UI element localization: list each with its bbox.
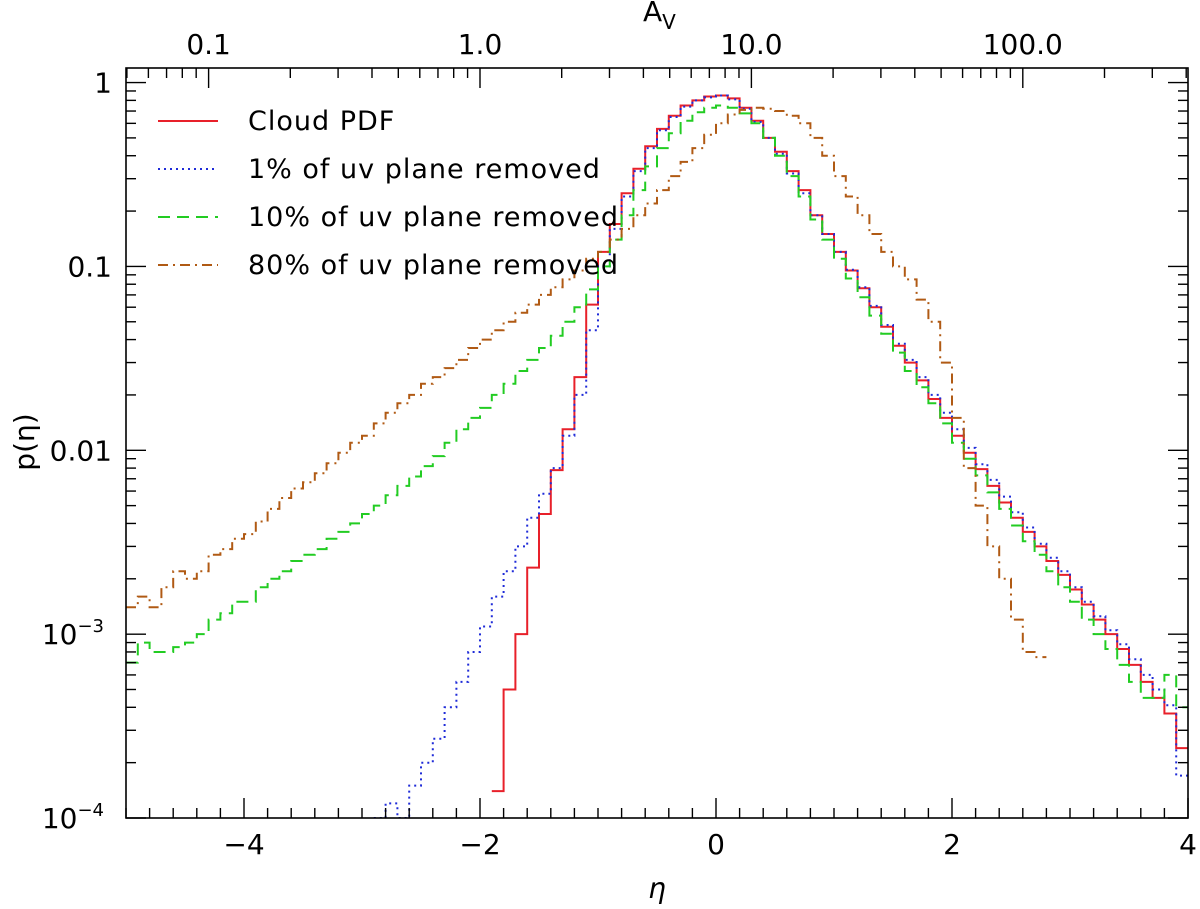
series-line-3 bbox=[126, 104, 1188, 709]
top-tick-label: 10.0 bbox=[720, 28, 782, 61]
x-tick-label: −4 bbox=[223, 828, 264, 861]
y-tick-label-base: 10 bbox=[42, 618, 78, 651]
x-tick-label: 2 bbox=[943, 828, 961, 861]
legend: Cloud PDF 1% of uv plane removed 10% of uv… bbox=[158, 106, 619, 281]
x-axis-title: η bbox=[648, 872, 666, 905]
y-tick-label: 10−4 bbox=[42, 800, 104, 835]
y-tick-label-exponent: −4 bbox=[77, 800, 104, 821]
y-tick-label-exponent: −3 bbox=[77, 616, 104, 637]
series-line-2 bbox=[373, 94, 1188, 818]
y-tick-label-base: 10 bbox=[42, 802, 78, 835]
series-layer bbox=[126, 94, 1188, 818]
series-line-4 bbox=[126, 106, 1047, 659]
x-tick-label: 0 bbox=[707, 828, 725, 861]
x-tick-label: −2 bbox=[459, 828, 500, 861]
legend-label: 80% of uv plane removed bbox=[248, 250, 619, 281]
top-tick-label: 1.0 bbox=[458, 28, 503, 61]
y-tick-label: 0.01 bbox=[50, 434, 112, 467]
x-tick-label: 4 bbox=[1179, 828, 1197, 861]
y-tick-label: 10−3 bbox=[42, 616, 104, 651]
top-tick-label: 0.1 bbox=[186, 28, 231, 61]
top-axis-title: AV bbox=[643, 0, 676, 34]
plot-frame bbox=[125, 67, 1189, 819]
legend-label: 10% of uv plane removed bbox=[248, 202, 619, 233]
y-axis-title: p(η) bbox=[8, 413, 41, 470]
y-tick-label: 1 bbox=[94, 67, 112, 100]
legend-label: 1% of uv plane removed bbox=[248, 154, 601, 185]
legend-label: Cloud PDF bbox=[248, 106, 395, 137]
top-axis-title-subscript: V bbox=[662, 10, 676, 34]
top-axis-title-main: A bbox=[643, 0, 662, 28]
y-tick-label: 0.1 bbox=[67, 250, 112, 283]
top-tick-label: 100.0 bbox=[983, 28, 1063, 61]
labels-layer: η p(η) AV bbox=[8, 0, 676, 905]
